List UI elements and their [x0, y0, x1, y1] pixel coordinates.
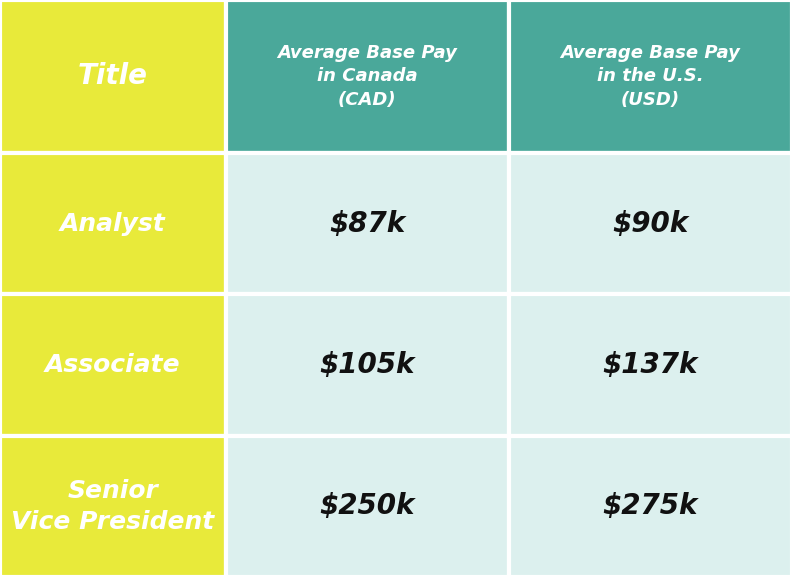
Text: $105k: $105k: [319, 351, 415, 379]
Text: $250k: $250k: [319, 492, 415, 520]
Bar: [508, 0, 792, 153]
Text: $137k: $137k: [603, 351, 699, 379]
Text: Title: Title: [78, 62, 148, 91]
Bar: [508, 153, 792, 294]
Bar: [0, 294, 226, 436]
Bar: [0, 436, 226, 577]
Bar: [226, 0, 508, 153]
Bar: [508, 436, 792, 577]
Bar: [226, 153, 508, 294]
Text: Average Base Pay
in the U.S.
(USD): Average Base Pay in the U.S. (USD): [561, 44, 741, 109]
Text: Senior
Vice President: Senior Vice President: [11, 478, 215, 534]
Text: Analyst: Analyst: [60, 212, 166, 235]
Bar: [0, 0, 226, 153]
Bar: [0, 153, 226, 294]
Text: Average Base Pay
in Canada
(CAD): Average Base Pay in Canada (CAD): [277, 44, 457, 109]
Bar: [226, 294, 508, 436]
Bar: [226, 436, 508, 577]
Text: $87k: $87k: [329, 209, 406, 238]
Text: $90k: $90k: [612, 209, 688, 238]
Bar: [508, 294, 792, 436]
Text: Associate: Associate: [45, 353, 181, 377]
Text: $275k: $275k: [603, 492, 699, 520]
